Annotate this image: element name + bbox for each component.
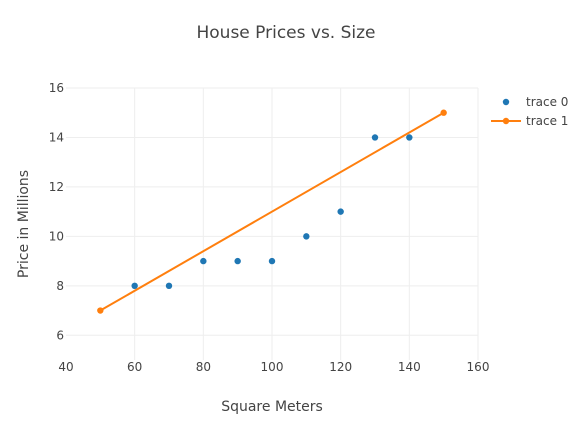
x-tick-label: 120 — [329, 360, 352, 374]
data-point — [337, 208, 344, 215]
x-tick-label: 60 — [127, 360, 142, 374]
data-point — [303, 233, 310, 240]
data-point — [268, 257, 276, 265]
x-tick-label: 80 — [196, 360, 211, 374]
legend: trace 0 trace 1 — [491, 95, 568, 128]
legend-marker — [502, 117, 510, 125]
x-tick-label: 160 — [467, 360, 490, 374]
legend-label: trace 1 — [526, 114, 568, 128]
y-tick-label: 10 — [49, 229, 64, 243]
data-point — [234, 257, 241, 265]
x-tick-label: 100 — [261, 360, 284, 374]
data-point — [165, 282, 173, 290]
series-line — [99, 111, 445, 312]
y-tick-label: 6 — [56, 328, 64, 342]
grid — [66, 87, 479, 360]
plot-area — [97, 109, 447, 314]
y-tick-label: 8 — [56, 279, 64, 293]
y-tick-label: 12 — [49, 180, 64, 194]
data-point — [131, 282, 138, 290]
legend-label: trace 0 — [526, 95, 568, 109]
data-point — [371, 134, 379, 141]
chart-title: House Prices vs. Size — [196, 23, 375, 43]
tick-labels: 40 60 80 100 120 140 160 6 8 10 12 14 16 — [49, 81, 490, 374]
series-0 — [131, 134, 413, 290]
data-point — [406, 134, 413, 141]
x-tick-label: 40 — [58, 360, 73, 374]
data-point — [440, 109, 447, 116]
y-tick-label: 14 — [49, 130, 64, 144]
x-axis-title: Square Meters — [221, 399, 323, 415]
x-tick-label: 140 — [398, 360, 421, 374]
data-point — [200, 257, 207, 265]
data-point — [97, 307, 104, 314]
y-tick-label: 16 — [49, 81, 64, 95]
y-axis-title: Price in Millions — [16, 170, 32, 278]
legend-marker — [502, 98, 510, 106]
series-1 — [97, 109, 447, 314]
